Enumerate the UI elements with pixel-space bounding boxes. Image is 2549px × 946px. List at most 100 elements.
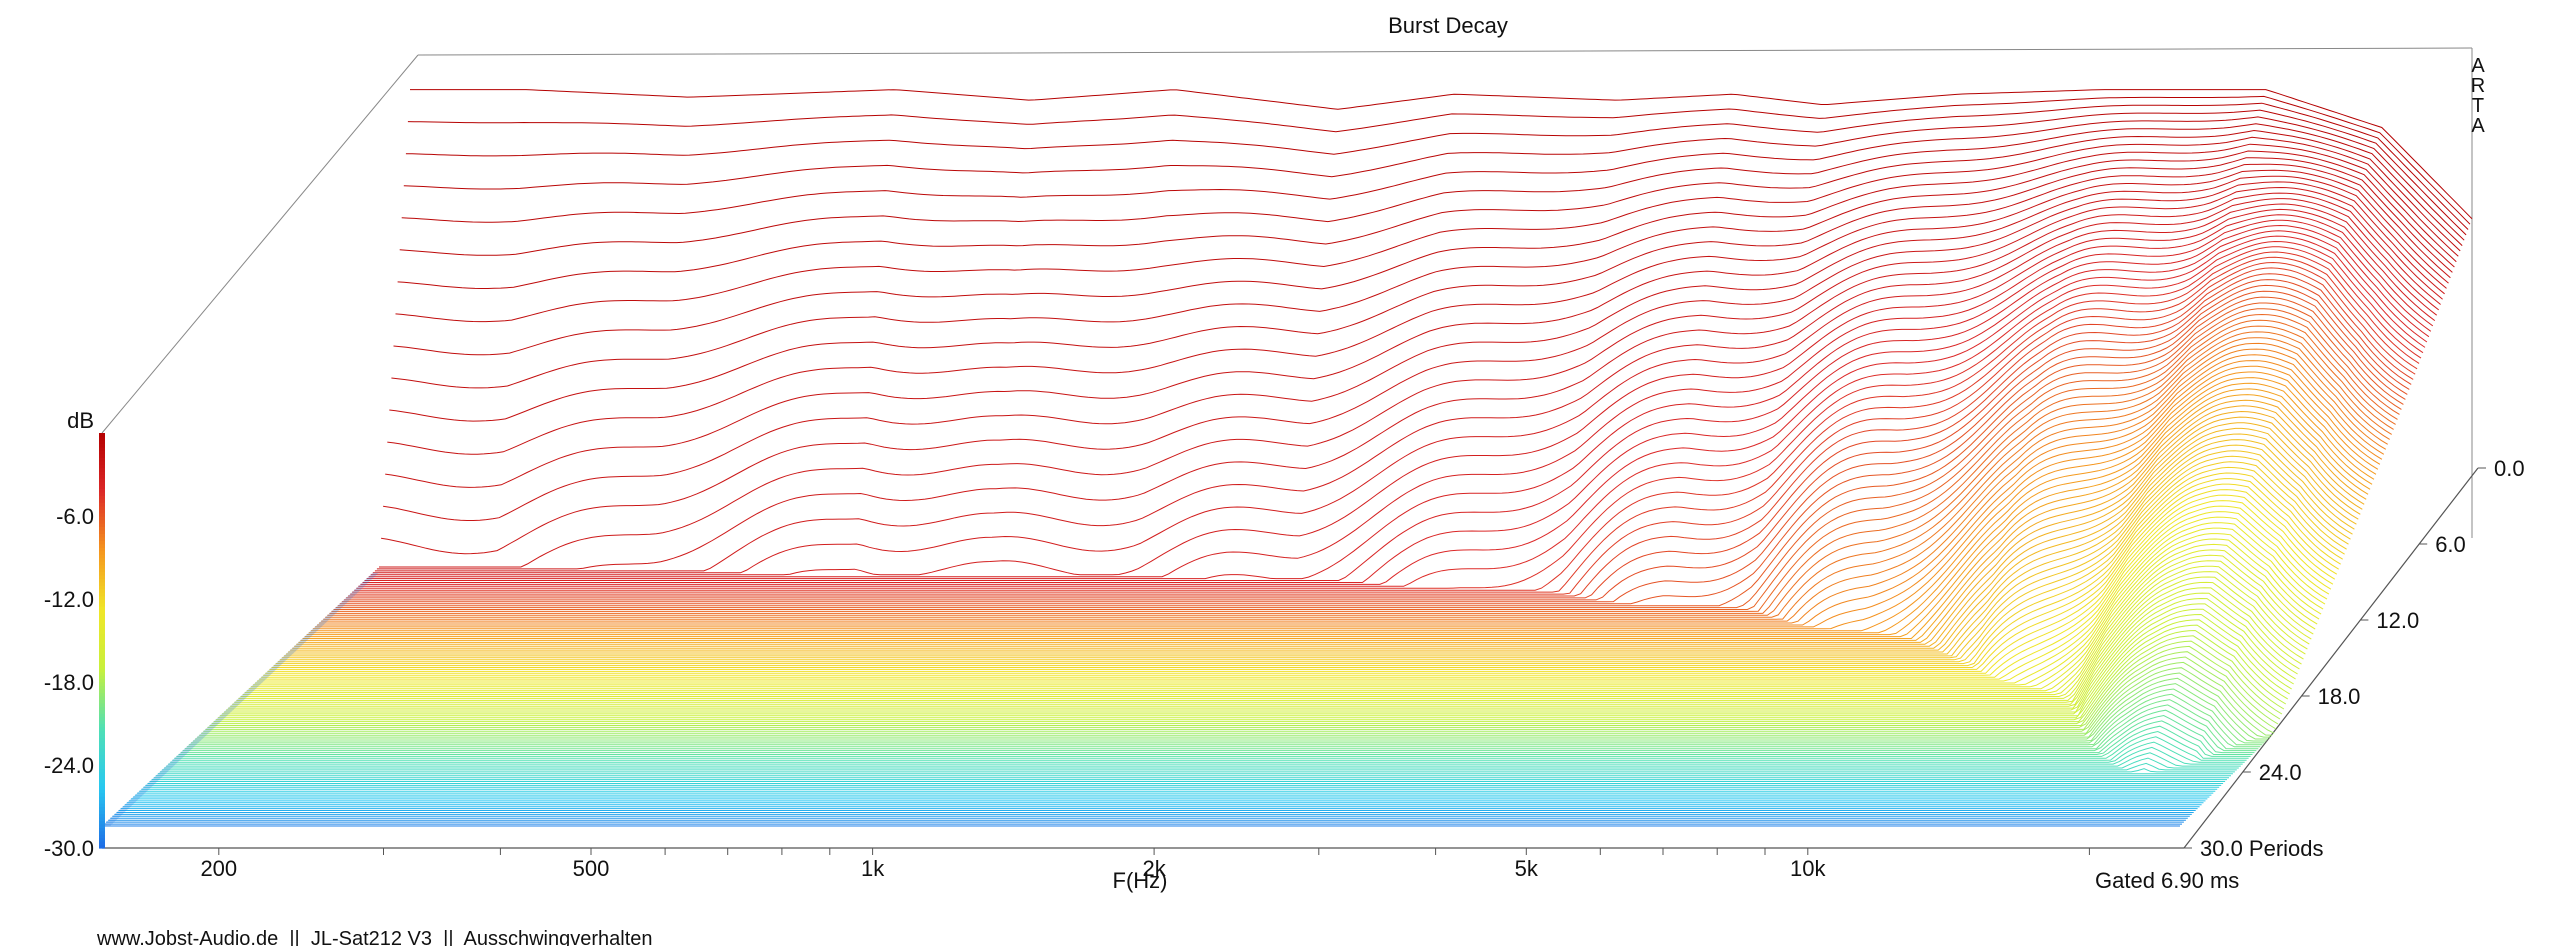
frequency-axis-label: F(Hz) <box>1113 868 1168 893</box>
color-bar-step <box>99 481 105 486</box>
color-bar-step <box>99 585 105 590</box>
color-bar-step <box>99 616 105 621</box>
gate-note: Gated 6.90 ms <box>2095 868 2239 893</box>
color-bar-step <box>99 491 105 496</box>
color-bar-step <box>99 671 105 676</box>
decay-slice <box>199 667 2273 736</box>
back-top-edge <box>417 47 2473 56</box>
color-bar-step <box>99 495 105 500</box>
frequency-tick-label: 500 <box>573 856 610 881</box>
decay-slice <box>314 360 2383 628</box>
color-bar-step <box>99 439 105 444</box>
periods-tick-label: 0.0 <box>2494 456 2525 481</box>
decay-slice <box>376 192 2441 570</box>
decay-slice <box>197 672 2271 738</box>
color-bar-step <box>99 713 105 718</box>
decay-slice <box>381 181 2445 555</box>
watermark-letter: A <box>2471 55 2485 77</box>
periods-tick-label: 6.0 <box>2435 532 2466 557</box>
color-bar-step <box>99 605 105 610</box>
decay-slice <box>341 284 2408 603</box>
decay-slice <box>236 571 2308 701</box>
color-bar-step <box>99 602 105 607</box>
decay-slice <box>161 762 2237 771</box>
decay-slice <box>252 527 2324 686</box>
color-bar-step <box>99 678 105 683</box>
decay-slice <box>170 741 2245 763</box>
color-bar-step <box>99 599 105 604</box>
periods-tick-label: 30.0 Periods <box>2200 836 2324 861</box>
decay-slice <box>217 619 2290 719</box>
color-bar-step <box>99 702 105 707</box>
decay-slice <box>267 489 2338 672</box>
color-bar-step <box>99 827 105 832</box>
color-bar-step <box>99 623 105 628</box>
color-bar-step <box>99 803 105 808</box>
color-bar-step <box>99 505 105 510</box>
color-bar-step <box>99 609 105 614</box>
color-bar-step <box>99 571 105 576</box>
decay-slice <box>343 279 2410 601</box>
color-bar <box>99 433 105 849</box>
decay-slice <box>275 466 2345 665</box>
db-axis-ticks: -6.0 -12.0 -18.0 -24.0 -30.0 <box>44 504 94 861</box>
decay-slice <box>265 494 2336 674</box>
decay-slice <box>374 198 2440 572</box>
footer-credits: www.Jobst-Audio.de || JL-Sat212 V3 || Au… <box>96 928 653 946</box>
frequency-axis-ticks: 200 500 1k 2k 5k 10k <box>200 848 2090 881</box>
color-bar-step <box>99 837 105 842</box>
color-bar-step <box>99 733 105 738</box>
decay-slice <box>317 354 2385 626</box>
color-bar-step <box>99 699 105 704</box>
color-bar-step <box>99 612 105 617</box>
color-bar-step <box>99 578 105 583</box>
color-bar-step <box>99 654 105 659</box>
decay-slice <box>193 683 2267 742</box>
color-bar-step <box>99 841 105 846</box>
decay-slice <box>366 219 2432 580</box>
decay-slice <box>224 603 2296 713</box>
color-bar-step <box>99 813 105 818</box>
decay-slice <box>232 581 2304 705</box>
frequency-tick-label: 2k <box>1142 856 1166 881</box>
decay-slice <box>321 342 2388 622</box>
color-bar-step <box>99 488 105 493</box>
color-bar-step <box>99 778 105 783</box>
decay-slice <box>335 302 2402 609</box>
color-bar-step <box>99 834 105 839</box>
db-tick-label: -6.0 <box>56 504 94 529</box>
color-bar-step <box>99 626 105 631</box>
db-tick-label: -18.0 <box>44 670 94 695</box>
decay-slice <box>306 382 2375 636</box>
decay-slice <box>387 163 2451 455</box>
color-bar-step <box>99 806 105 811</box>
color-bar-step <box>99 765 105 770</box>
color-bar-step <box>99 498 105 503</box>
decay-slice <box>234 576 2306 703</box>
decay-slice <box>358 240 2424 587</box>
color-bar-step <box>99 533 105 538</box>
color-bar-step <box>99 844 105 849</box>
color-bar-step <box>99 588 105 593</box>
color-bar-step <box>99 474 105 479</box>
decay-slice <box>329 319 2396 614</box>
decay-slice <box>273 472 2343 667</box>
decay-slice <box>308 377 2377 634</box>
decay-slice <box>178 720 2253 755</box>
color-bar-step <box>99 664 105 669</box>
color-bar-step <box>99 436 105 441</box>
color-bar-step <box>99 619 105 624</box>
decay-slice <box>389 157 2453 422</box>
decay-slice <box>383 175 2447 521</box>
decay-slice <box>164 757 2239 769</box>
decay-slice <box>228 592 2300 709</box>
decay-slice <box>364 224 2430 581</box>
color-bar-step <box>99 675 105 680</box>
color-bar-step <box>99 816 105 821</box>
decay-slice <box>203 656 2277 732</box>
decay-slice <box>248 538 2320 690</box>
decay-slice <box>277 461 2347 663</box>
color-bar-step <box>99 502 105 507</box>
color-bar-step <box>99 720 105 725</box>
db-tick-label: -30.0 <box>44 836 94 861</box>
